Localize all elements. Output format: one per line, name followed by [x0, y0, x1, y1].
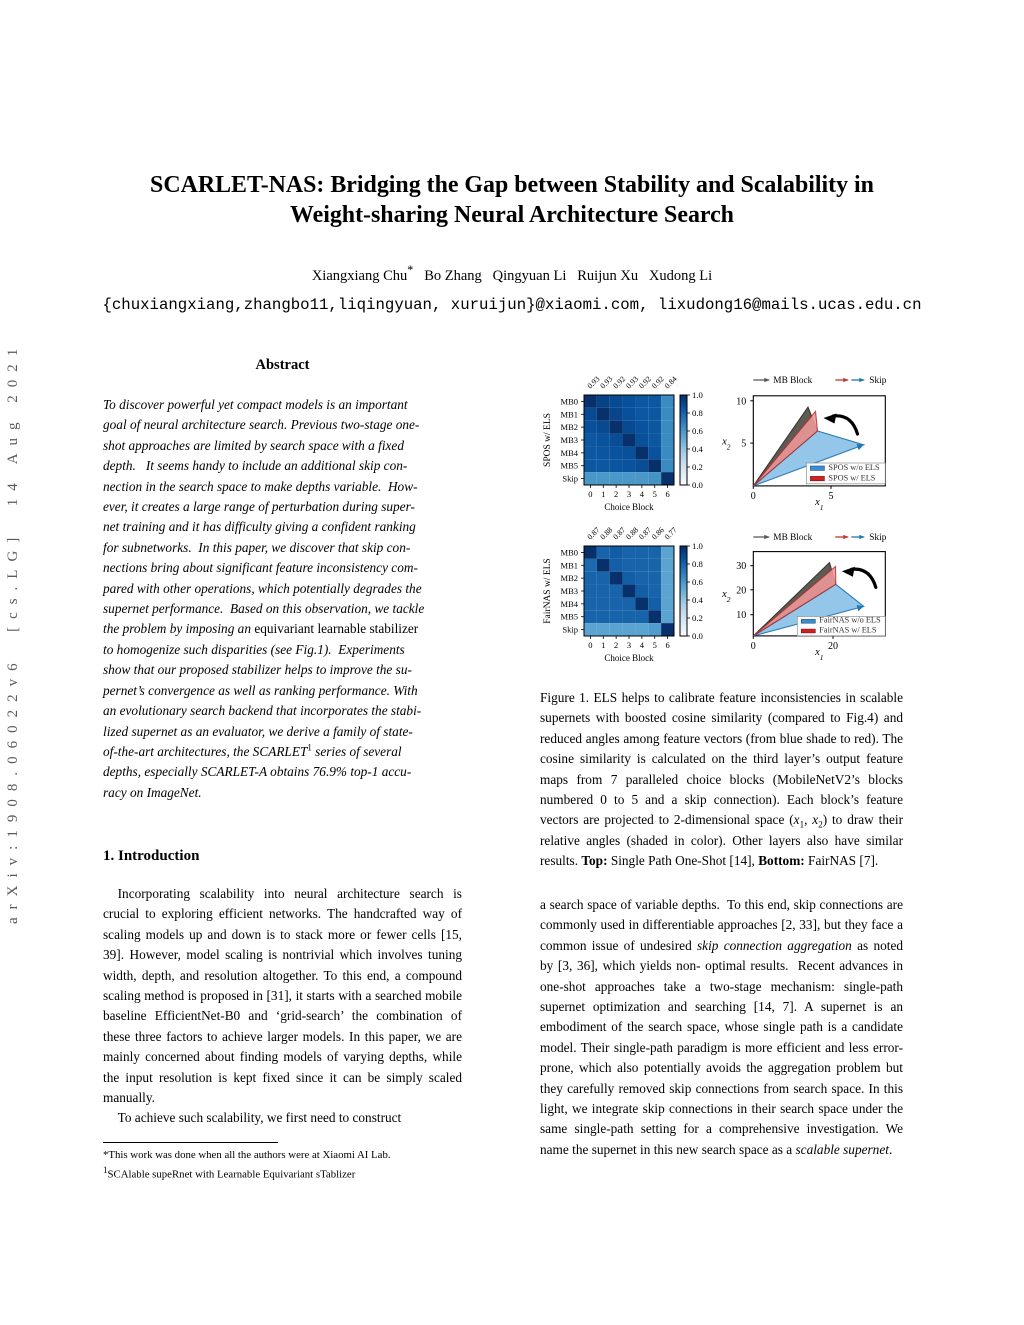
svg-text:MB3: MB3 [561, 435, 578, 445]
svg-text:0.2: 0.2 [692, 462, 703, 472]
svg-text:MB1: MB1 [561, 560, 578, 570]
svg-text:FairNAS w/o ELS: FairNAS w/o ELS [819, 616, 881, 625]
svg-text:5: 5 [653, 489, 657, 499]
svg-text:x2: x2 [721, 589, 731, 604]
svg-text:1.0: 1.0 [692, 390, 704, 400]
svg-text:20: 20 [828, 641, 838, 652]
svg-text:x1: x1 [814, 497, 823, 512]
svg-text:10: 10 [736, 610, 746, 621]
svg-text:0.0: 0.0 [692, 631, 704, 641]
svg-text:0.6: 0.6 [692, 426, 704, 436]
svg-text:1: 1 [601, 640, 605, 650]
svg-text:x2: x2 [721, 436, 731, 451]
svg-text:0.77: 0.77 [663, 525, 679, 541]
svg-text:MB0: MB0 [561, 396, 578, 406]
svg-text:0.88: 0.88 [624, 525, 640, 541]
svg-text:MB4: MB4 [561, 448, 579, 458]
svg-text:0: 0 [588, 640, 592, 650]
svg-text:MB5: MB5 [561, 461, 578, 471]
svg-text:Choice Block: Choice Block [604, 653, 654, 663]
svg-text:Skip: Skip [869, 376, 886, 386]
svg-text:MB2: MB2 [561, 573, 578, 583]
svg-text:MB0: MB0 [561, 547, 578, 557]
svg-text:4: 4 [640, 640, 645, 650]
svg-text:0.6: 0.6 [692, 577, 704, 587]
svg-text:0.88: 0.88 [598, 525, 614, 541]
svg-text:4: 4 [640, 489, 645, 499]
svg-text:20: 20 [736, 585, 746, 596]
svg-text:MB Block: MB Block [773, 376, 812, 386]
svg-text:0.8: 0.8 [692, 408, 704, 418]
svg-text:SPOS w/ ELS: SPOS w/ ELS [828, 473, 875, 482]
svg-text:Skip: Skip [562, 474, 578, 484]
svg-text:0.4: 0.4 [692, 595, 704, 605]
svg-text:MB1: MB1 [561, 409, 578, 419]
svg-text:SPOS w/o ELS: SPOS w/o ELS [828, 463, 880, 472]
svg-text:0.92: 0.92 [637, 374, 653, 390]
svg-text:1: 1 [601, 489, 605, 499]
svg-text:FairNAS w/ ELS: FairNAS w/ ELS [819, 625, 877, 634]
svg-text:5: 5 [741, 439, 746, 450]
svg-text:MB Block: MB Block [773, 533, 812, 543]
svg-text:0: 0 [751, 641, 756, 652]
svg-text:0: 0 [588, 489, 592, 499]
svg-text:Choice Block: Choice Block [604, 502, 654, 512]
svg-text:0.93: 0.93 [585, 374, 601, 390]
svg-text:3: 3 [627, 640, 631, 650]
svg-text:6: 6 [665, 640, 669, 650]
svg-text:0.93: 0.93 [624, 374, 640, 390]
svg-text:30: 30 [736, 561, 746, 572]
svg-text:0.87: 0.87 [637, 525, 653, 541]
svg-text:0.87: 0.87 [611, 525, 627, 541]
svg-text:5: 5 [653, 640, 657, 650]
svg-text:MB4: MB4 [561, 599, 579, 609]
svg-text:Skip: Skip [869, 533, 886, 543]
svg-text:3: 3 [627, 489, 631, 499]
svg-text:5: 5 [829, 491, 834, 502]
svg-text:MB2: MB2 [561, 422, 578, 432]
svg-text:1.0: 1.0 [692, 541, 704, 551]
svg-text:Skip: Skip [562, 625, 578, 635]
svg-text:0.87: 0.87 [585, 525, 601, 541]
svg-text:0: 0 [751, 491, 756, 502]
svg-text:0.84: 0.84 [663, 374, 679, 390]
svg-text:2: 2 [614, 640, 618, 650]
svg-text:FairNAS w/ ELS: FairNAS w/ ELS [543, 558, 553, 623]
svg-text:10: 10 [736, 396, 746, 407]
svg-text:0.8: 0.8 [692, 559, 704, 569]
svg-text:0.4: 0.4 [692, 444, 704, 454]
svg-text:0.0: 0.0 [692, 480, 704, 490]
svg-text:0.2: 0.2 [692, 613, 703, 623]
svg-text:0.93: 0.93 [598, 374, 614, 390]
svg-text:6: 6 [665, 489, 669, 499]
svg-text:0.92: 0.92 [611, 374, 627, 390]
svg-text:MB3: MB3 [561, 586, 578, 596]
svg-text:SPOS w/ ELS: SPOS w/ ELS [543, 413, 553, 467]
svg-text:0.86: 0.86 [650, 525, 666, 541]
svg-text:MB5: MB5 [561, 612, 578, 622]
svg-text:2: 2 [614, 489, 618, 499]
svg-text:0.92: 0.92 [650, 374, 666, 390]
svg-text:x1: x1 [814, 647, 823, 662]
